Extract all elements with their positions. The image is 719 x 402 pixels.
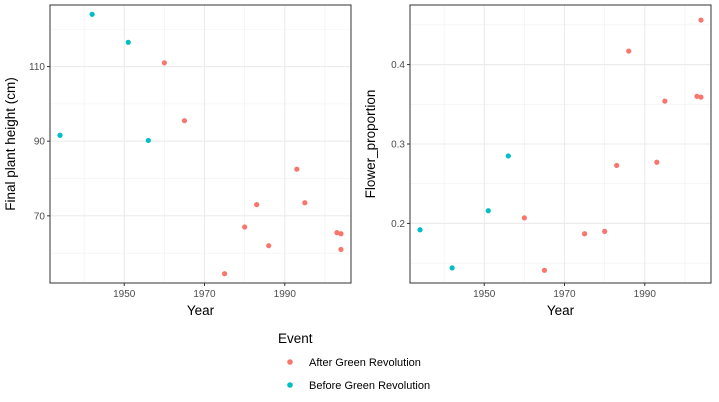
data-point bbox=[334, 230, 340, 236]
legend-items: After Green Revolution Before Green Revol… bbox=[287, 357, 430, 392]
x-axis-title: Year bbox=[547, 303, 575, 318]
legend-item: After Green Revolution bbox=[287, 357, 421, 369]
x-tick-label: 1950 bbox=[113, 289, 136, 300]
data-point bbox=[654, 159, 660, 165]
legend-label: After Green Revolution bbox=[309, 357, 421, 369]
data-point bbox=[698, 94, 704, 100]
x-tick-label: 1970 bbox=[193, 289, 216, 300]
data-points bbox=[417, 17, 704, 273]
data-point bbox=[417, 227, 423, 233]
data-point bbox=[302, 200, 308, 206]
data-point bbox=[338, 231, 344, 237]
data-point bbox=[145, 137, 151, 144]
data-point bbox=[338, 246, 344, 253]
data-point bbox=[254, 202, 260, 208]
panel-background bbox=[50, 5, 351, 283]
data-point bbox=[266, 243, 272, 249]
legend-key bbox=[287, 359, 293, 365]
legend-item: Before Green Revolution bbox=[287, 380, 430, 392]
data-point bbox=[57, 132, 63, 138]
data-point bbox=[602, 228, 608, 234]
panel-1: 1950 1970 1990 70 90 110 Year Final plant heigh… bbox=[3, 4, 352, 318]
legend-title: Event bbox=[278, 331, 313, 346]
data-point bbox=[294, 166, 300, 172]
data-point bbox=[662, 98, 668, 104]
data-point bbox=[485, 208, 491, 214]
data-point bbox=[125, 39, 131, 45]
data-point bbox=[694, 93, 700, 99]
y-tick-label: 90 bbox=[34, 137, 46, 148]
x-tick-label: 1990 bbox=[274, 289, 297, 300]
y-tick-label: 70 bbox=[34, 211, 46, 222]
data-point bbox=[161, 60, 167, 66]
y-tick-label: 0.3 bbox=[391, 140, 405, 151]
gridlines bbox=[50, 5, 351, 283]
x-axis-title: Year bbox=[187, 303, 215, 318]
legend-label: Before Green Revolution bbox=[309, 380, 430, 392]
data-point bbox=[221, 271, 228, 277]
data-point bbox=[614, 162, 620, 169]
data-point bbox=[698, 17, 704, 23]
data-point bbox=[505, 153, 511, 159]
x-tick-label: 1970 bbox=[553, 289, 576, 300]
data-points bbox=[57, 11, 344, 277]
y-tick-label: 0.2 bbox=[391, 219, 405, 230]
data-point bbox=[541, 267, 548, 273]
legend: Event After Green Revolution Before Green… bbox=[278, 331, 430, 392]
y-axis-title: Final plant height (cm) bbox=[3, 77, 18, 211]
legend-key bbox=[287, 382, 293, 388]
data-point bbox=[521, 215, 527, 221]
chart-panels: 1950 1970 1990 70 90 110 Year Final plant heigh… bbox=[3, 4, 712, 318]
panel-border bbox=[409, 4, 712, 284]
data-point bbox=[89, 11, 95, 17]
data-point bbox=[581, 231, 588, 237]
data-point bbox=[449, 265, 455, 271]
y-axis-title: Flower_proportion bbox=[363, 90, 378, 199]
gridlines bbox=[410, 5, 711, 283]
x-tick-label: 1990 bbox=[634, 289, 657, 300]
data-point bbox=[181, 118, 188, 124]
panel-border bbox=[49, 4, 352, 284]
y-tick-label: 0.4 bbox=[391, 60, 405, 71]
y-tick-label: 110 bbox=[29, 62, 45, 73]
data-point bbox=[242, 224, 248, 230]
panel-2: 1950 1970 1990 0.2 0.3 0.4 Year Flower_proporti… bbox=[363, 4, 712, 318]
data-point bbox=[626, 48, 632, 54]
x-tick-label: 1950 bbox=[473, 289, 496, 300]
